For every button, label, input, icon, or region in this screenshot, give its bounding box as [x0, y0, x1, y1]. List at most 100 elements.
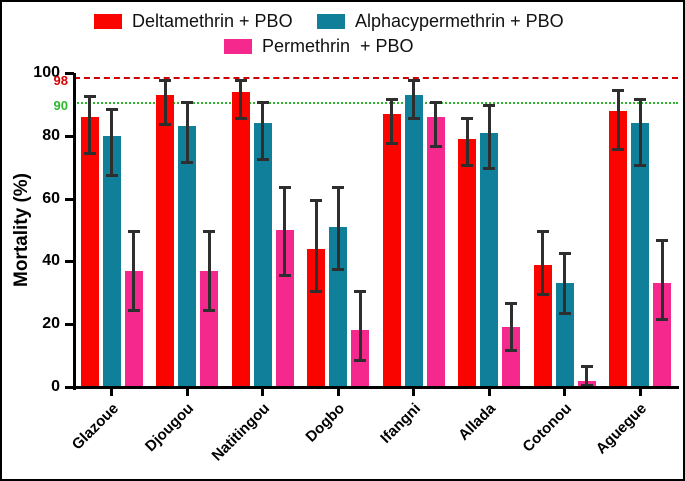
error-bar-line — [585, 365, 589, 387]
error-bar-line — [616, 88, 620, 152]
x-tick — [487, 389, 491, 396]
y-tick-label: 100 — [33, 64, 60, 81]
legend-label-deltamethrin: Deltamethrin + PBO — [132, 11, 293, 31]
x-tick — [412, 389, 416, 396]
legend-label-permethrin: Permethrin + PBO — [262, 36, 414, 56]
y-axis-title: Mortality (%) — [11, 173, 32, 287]
error-bar — [656, 239, 669, 322]
error-bar-line — [434, 101, 438, 149]
bar — [502, 327, 521, 389]
bar — [253, 123, 272, 389]
bar — [231, 91, 250, 389]
y-tick — [65, 260, 74, 264]
x-tick — [336, 389, 340, 396]
error-bar-line — [110, 107, 114, 177]
x-tick — [563, 389, 567, 396]
error-bar — [83, 94, 96, 155]
bar — [156, 94, 175, 389]
error-bar — [256, 101, 269, 161]
error-bar — [612, 88, 625, 152]
legend-label-alphacypermethrin: Alphacypermethrin + PBO — [355, 11, 564, 31]
y-tick — [65, 72, 74, 75]
error-bar — [234, 79, 247, 121]
category-label: Glazoue — [68, 400, 122, 454]
error-bar — [407, 79, 420, 121]
error-bar — [558, 251, 571, 315]
bar — [426, 116, 445, 389]
bar — [458, 138, 477, 389]
error-bar-line — [487, 104, 491, 171]
bar — [382, 113, 401, 389]
error-bar — [181, 101, 194, 165]
y-axis-line — [73, 73, 76, 390]
y-tick — [65, 134, 74, 138]
error-bar-line — [132, 230, 136, 312]
error-bar-line — [261, 101, 265, 161]
bar — [275, 230, 294, 389]
bar — [307, 248, 326, 389]
error-bar-line — [185, 101, 189, 165]
y-tick-label: 20 — [42, 315, 60, 333]
error-bar — [332, 186, 345, 271]
error-bar — [278, 186, 291, 278]
error-bar — [105, 107, 118, 177]
error-bar — [634, 98, 647, 168]
error-bar-line — [638, 98, 642, 168]
error-bar — [310, 198, 323, 293]
error-bar — [127, 230, 140, 312]
ref-line-90 — [74, 102, 678, 105]
error-bar — [580, 365, 593, 387]
error-bar-line — [283, 186, 287, 278]
y-tick-label: 80 — [42, 126, 60, 144]
error-bar — [429, 101, 442, 149]
error-bar — [505, 302, 518, 353]
y-tick-label: 60 — [42, 189, 60, 207]
error-bar-line — [336, 186, 340, 271]
error-bar — [385, 98, 398, 146]
bar — [124, 270, 143, 389]
bar — [178, 126, 197, 389]
error-bar — [203, 230, 216, 312]
bar — [404, 94, 423, 389]
error-bar — [461, 116, 474, 168]
ref-line-label-90: 90 — [53, 98, 68, 114]
error-bar-line — [390, 98, 394, 146]
x-tick — [110, 389, 114, 396]
x-tick — [638, 389, 642, 396]
x-tick — [185, 389, 189, 396]
x-axis-line — [72, 386, 679, 389]
x-tick — [261, 389, 265, 396]
error-bar-line — [314, 198, 318, 293]
y-tick — [65, 386, 74, 389]
error-bar — [159, 79, 172, 127]
bar — [80, 116, 99, 389]
error-bar-line — [563, 251, 567, 315]
bar — [653, 283, 672, 389]
y-tick — [65, 323, 74, 327]
legend-swatch-deltamethrin — [94, 14, 122, 29]
error-bar-line — [541, 230, 545, 296]
y-tick-label: 0 — [51, 378, 60, 395]
error-bar — [536, 230, 549, 296]
error-bar-line — [239, 79, 243, 121]
y-tick-label: 40 — [42, 252, 60, 270]
error-bar — [483, 104, 496, 171]
error-bar-line — [509, 302, 513, 353]
ref-line-98 — [74, 77, 678, 80]
bar — [200, 270, 219, 389]
error-bar-line — [412, 79, 416, 121]
ref-line-label-98: 98 — [53, 73, 68, 89]
error-bar-line — [163, 79, 167, 127]
y-tick — [65, 197, 74, 201]
error-bar-line — [88, 94, 92, 155]
error-bar-line — [465, 116, 469, 168]
legend-swatch-alphacypermethrin — [317, 14, 345, 29]
bar — [609, 110, 628, 389]
error-bar-line — [207, 230, 211, 312]
bar — [631, 123, 650, 389]
bar — [329, 226, 348, 389]
bar — [555, 283, 574, 389]
legend-swatch-permethrin — [224, 39, 252, 54]
error-bar — [354, 289, 367, 362]
